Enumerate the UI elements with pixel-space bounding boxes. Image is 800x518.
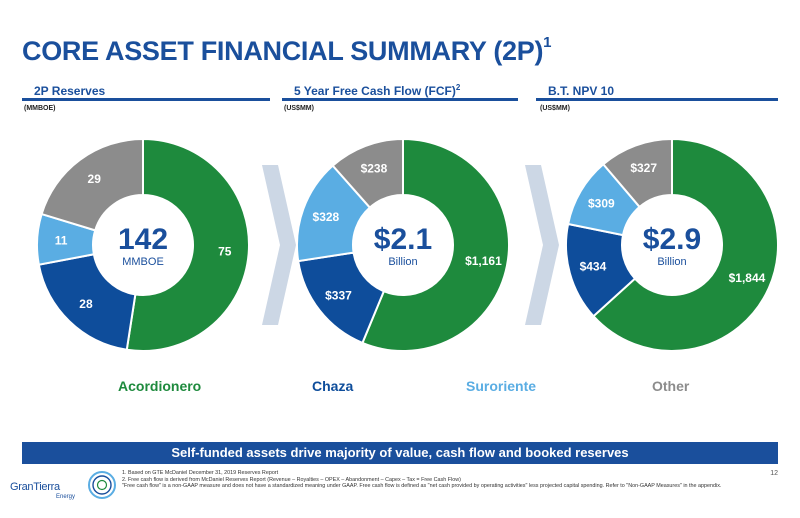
section-title-reserves: 2P Reserves: [34, 84, 106, 98]
page-title-text: CORE ASSET FINANCIAL SUMMARY (2P): [22, 36, 544, 66]
slice-label-fcf-suroriente: $328: [313, 210, 340, 224]
legend-chaza: Chaza: [312, 378, 354, 394]
center-label-reserves: MMBOE: [122, 256, 164, 268]
legend-other: Other: [652, 378, 690, 394]
slice-label-npv-chaza: $434: [580, 260, 607, 274]
flow-arrow-2: [525, 165, 559, 325]
slice-npv-acordionero: [592, 137, 779, 352]
slice-reserves-other: [40, 137, 144, 232]
legend-suroriente: Suroriente: [466, 378, 537, 394]
slice-label-fcf-other: $238: [361, 161, 388, 175]
summary-banner: Self-funded assets drive majority of val…: [22, 442, 778, 464]
legend-acordionero: Acordionero: [118, 378, 202, 394]
logo-subtitle: Energy: [56, 494, 76, 500]
page-title-footnote-mark: 1: [543, 34, 552, 51]
page-number: 12: [770, 470, 778, 477]
slice-reserves-chaza: [37, 253, 137, 351]
section-header-reserves: 2P Reserves: [22, 84, 270, 101]
grantierra-logo-icon: [88, 471, 116, 499]
section-title-fcf: 5 Year Free Cash Flow (FCF)2: [294, 83, 461, 98]
unit-label-npv: (US$MM): [540, 105, 570, 112]
slice-label-reserves-acordionero: 75: [218, 244, 232, 258]
center-label-fcf: Billion: [388, 256, 417, 268]
unit-label-fcf: (US$MM): [284, 105, 314, 112]
slice-npv-other: [601, 137, 673, 209]
unit-label-reserves: (MMBOE): [24, 105, 56, 112]
slice-reserves-acordionero: [125, 137, 250, 352]
slice-label-npv-acordionero: $1,844: [729, 271, 766, 285]
slice-label-reserves-chaza: 28: [79, 297, 93, 311]
center-label-npv: Billion: [657, 256, 686, 268]
footnote-1: 1. Based on GTE McDaniel December 31, 20…: [122, 470, 279, 476]
center-value-reserves: 142: [118, 223, 168, 256]
center-value-npv: $2.9: [643, 223, 701, 256]
slice-label-npv-other: $327: [630, 161, 657, 175]
section-header-npv: B.T. NPV 10: [536, 84, 778, 101]
logo-name: GranTierra: [10, 481, 60, 493]
slice-label-fcf-acordionero: $1,161: [465, 254, 502, 268]
center-value-fcf: $2.1: [374, 223, 432, 256]
footnote-2: 2. Free cash flow is derived from McDani…: [122, 476, 461, 483]
slice-label-reserves-other: 29: [88, 172, 102, 186]
footnote-3: "Free cash flow" is a non-GAAP measure a…: [122, 483, 722, 490]
footnotes: 1. Based on GTE McDaniel December 31, 20…: [122, 470, 762, 490]
section-header-fcf: 5 Year Free Cash Flow (FCF)2: [282, 83, 518, 101]
section-title-npv: B.T. NPV 10: [548, 84, 615, 98]
slice-fcf-acordionero: [361, 137, 510, 352]
slice-label-npv-suroriente: $309: [588, 196, 615, 210]
page-title: CORE ASSET FINANCIAL SUMMARY (2P)1: [22, 34, 552, 67]
flow-arrow-1: [262, 165, 296, 325]
slice-fcf-other: [331, 137, 404, 209]
slice-label-fcf-chaza: $337: [325, 289, 352, 303]
slice-label-reserves-suroriente: 11: [55, 233, 68, 247]
